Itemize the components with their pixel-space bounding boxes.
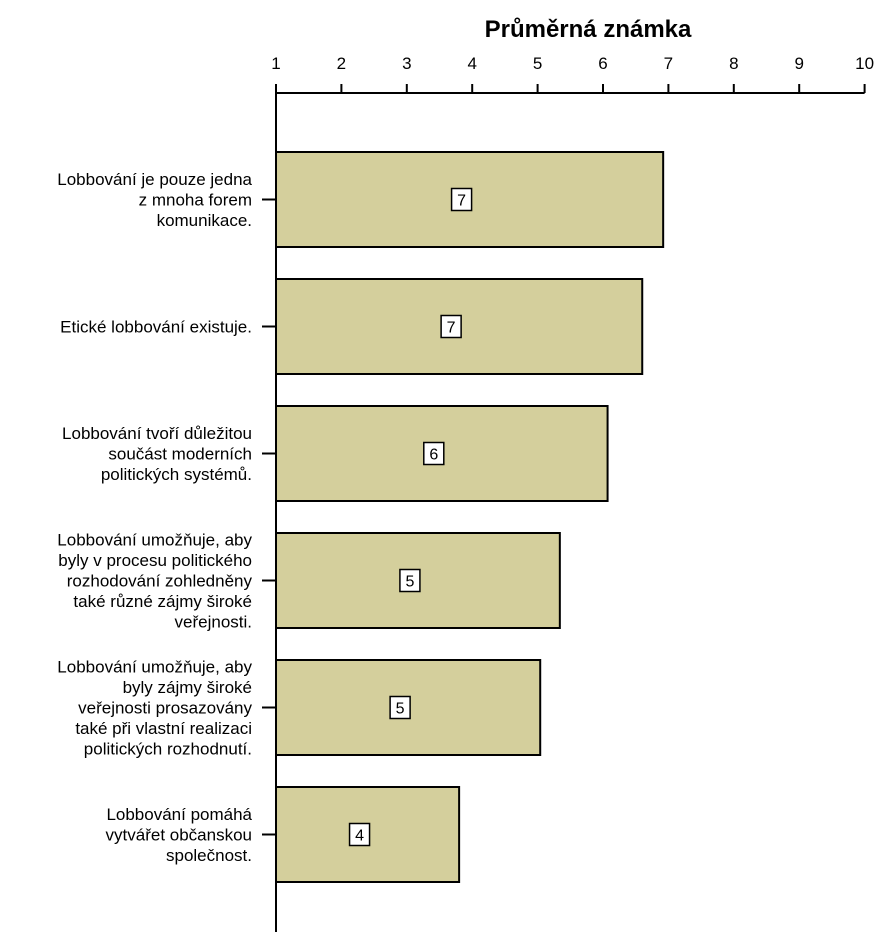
category-label: Etické lobbování existuje. [60, 318, 252, 337]
category-label: komunikace. [157, 211, 252, 230]
category-label: politických rozhodnutí. [84, 740, 252, 759]
chart-title: Průměrná známka [485, 16, 692, 43]
category-label: veřejnosti. [175, 613, 252, 632]
category-label: také při vlastní realizaci [75, 719, 252, 738]
x-tick-label: 8 [729, 54, 738, 73]
category-label: Lobbování tvoří důležitou [62, 424, 252, 443]
category-label: Lobbování umožňuje, aby [57, 658, 252, 677]
data-label: 6 [429, 447, 438, 464]
category-label: Lobbování umožňuje, aby [57, 531, 252, 550]
data-label: 4 [355, 828, 364, 845]
category-label: Lobbování je pouze jedna [57, 170, 252, 189]
category-label: společnost. [166, 846, 252, 865]
data-label: 7 [447, 320, 456, 337]
category-label: také různé zájmy široké [73, 592, 252, 611]
data-label-box [440, 314, 462, 339]
x-tick-label: 1 [271, 54, 280, 73]
category-label: Lobbování pomáhá [106, 805, 252, 824]
category-label: z mnoha forem [139, 191, 252, 210]
data-label-box [389, 695, 411, 720]
x-tick-label: 4 [467, 54, 476, 73]
data-label-box [450, 187, 473, 212]
category-label: politických systémů. [101, 465, 252, 484]
category-label: vytvářet občanskou [106, 826, 252, 845]
x-tick-label: 6 [598, 54, 607, 73]
x-tick-label: 7 [664, 54, 673, 73]
x-tick-label: 5 [533, 54, 542, 73]
category-label: součást moderních [108, 445, 252, 464]
x-tick-label: 10 [855, 54, 874, 73]
data-label: 7 [457, 193, 466, 210]
category-label: byly v procesu politického [58, 551, 252, 570]
data-label: 5 [405, 574, 414, 591]
data-label-box [423, 441, 445, 466]
category-label: rozhodování zohledněny [67, 572, 253, 591]
category-label: veřejnosti prosazovány [78, 699, 252, 718]
data-label-box [399, 568, 421, 593]
data-label-box [348, 822, 371, 847]
data-label: 5 [396, 701, 405, 718]
x-tick-label: 3 [402, 54, 411, 73]
x-tick-label: 9 [794, 54, 803, 73]
x-tick-label: 2 [337, 54, 346, 73]
category-label: byly zájmy široké [123, 678, 252, 697]
bar [275, 532, 561, 629]
